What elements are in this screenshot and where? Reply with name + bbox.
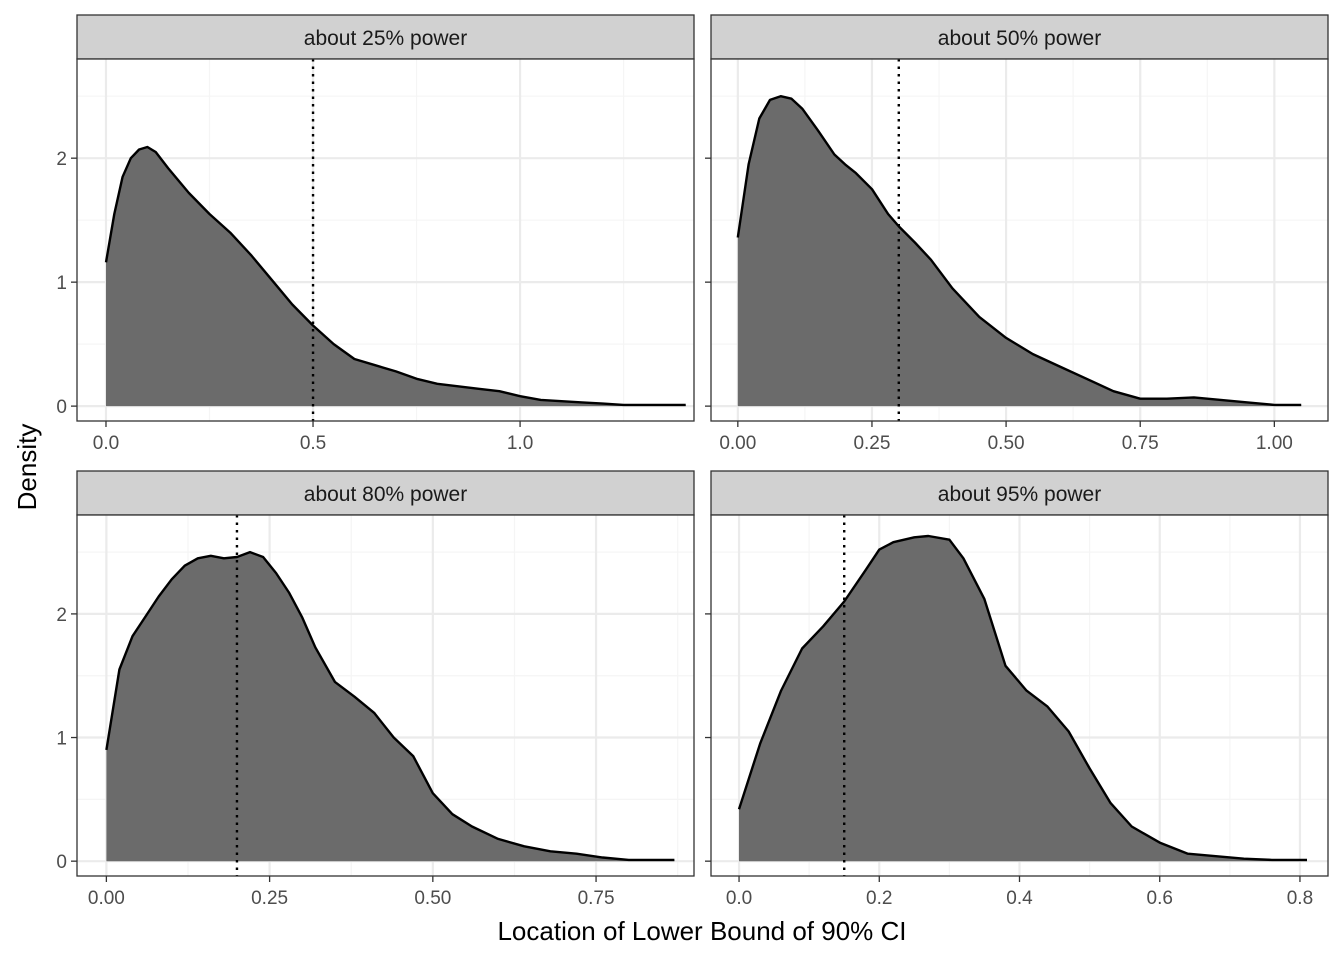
x-tick-label: 0.2 <box>866 888 892 909</box>
x-tick-label: 1.0 <box>507 433 533 454</box>
x-tick-label: 1.00 <box>1256 433 1293 454</box>
x-tick-label: 0.0 <box>93 433 119 454</box>
panel-3: about 80% power 0.00 0.25 0.50 0.75 0 1 2 <box>56 470 695 909</box>
density-area <box>106 147 686 407</box>
x-tick-label: 0.50 <box>988 433 1025 454</box>
panel-border <box>76 58 695 422</box>
x-tick-label: 0.5 <box>300 433 326 454</box>
facet-strip <box>710 14 1329 60</box>
y-tick-label: 0 <box>56 397 67 418</box>
x-axis-title: Location of Lower Bound of 90% CI <box>497 916 906 946</box>
density-curve <box>104 145 686 407</box>
x-tick-label: 0.75 <box>578 888 615 909</box>
density-curve <box>736 94 1302 407</box>
facet-strip-label: about 50% power <box>938 27 1101 50</box>
facet-strip-label: about 80% power <box>304 483 467 506</box>
y-tick-label: 0 <box>56 852 67 873</box>
x-tick-label: 0.25 <box>251 888 288 909</box>
x-tick-label: 0.00 <box>88 888 125 909</box>
x-tick-label: 0.4 <box>1006 888 1033 909</box>
density-area <box>739 536 1307 862</box>
panel-2: about 50% power 0.00 0.25 0.50 0.75 1.00 <box>705 14 1329 454</box>
facet-strip <box>710 470 1329 516</box>
facet-strip-label: about 25% power <box>304 27 467 50</box>
x-tick-label: 0.50 <box>414 888 451 909</box>
y-tick-label: 1 <box>56 273 67 294</box>
density-area <box>106 552 675 862</box>
x-tick-label: 0.75 <box>1122 433 1159 454</box>
facet-strip-label: about 95% power <box>938 483 1101 506</box>
density-curve <box>737 534 1307 862</box>
panel-border <box>710 58 1329 422</box>
density-area <box>737 96 1302 407</box>
panel-1: about 25% power 0.0 0.5 1.0 0 1 2 <box>56 14 695 454</box>
x-tick-label: 0.6 <box>1147 888 1173 909</box>
x-tick-label: 0.25 <box>853 433 890 454</box>
panel-4: about 95% power 0.0 0.2 0.4 0.6 0.8 <box>705 470 1329 909</box>
y-tick-label: 1 <box>56 729 67 750</box>
facet-strip <box>76 14 695 60</box>
y-tick-label: 2 <box>56 605 67 626</box>
panel-border <box>76 514 695 877</box>
y-tick-label: 2 <box>56 149 67 170</box>
density-curve <box>105 550 675 862</box>
x-tick-label: 0.8 <box>1287 888 1313 909</box>
y-axis-title: Density <box>12 424 42 511</box>
x-tick-label: 0.0 <box>726 888 752 909</box>
facet-strip <box>76 470 695 516</box>
x-tick-label: 0.00 <box>719 433 756 454</box>
